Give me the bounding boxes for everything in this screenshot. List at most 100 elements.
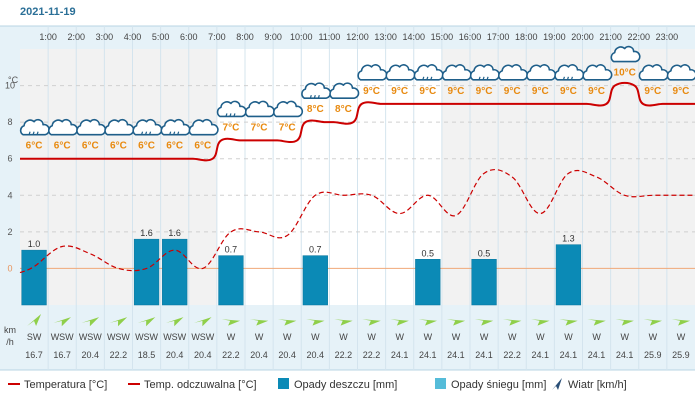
wind-arrow-shape [109,317,128,327]
wind-arrow-shape [643,319,663,326]
wind-speed-label: 22.2 [110,350,128,360]
wind-speed-label: 22.2 [222,350,240,360]
rain-drop [313,94,316,99]
wind-direction-label: W [339,332,348,342]
rain-drop [422,76,425,81]
rain-drop [32,131,35,135]
wind-arrow-shape [418,319,438,326]
wind-speed-label: 16.7 [25,350,43,360]
wind-speed-label: 16.7 [53,350,71,360]
temperature-value-label: 6°C [138,141,155,152]
wind-direction-label: W [311,332,320,342]
night-band [441,49,470,305]
wind-arrow-icon [137,317,156,327]
rain-drop [148,131,152,135]
temperature-value-label: 9°C [476,86,493,97]
wind-arrow-shape [671,319,691,326]
night-band [104,49,133,305]
temperature-value-label: 9°C [644,86,661,97]
wind-arrow-icon [277,319,297,326]
rain-drop [430,76,433,81]
wind-arrow-icon [27,314,42,326]
legend-label: Wiatr [km/h] [568,379,627,391]
wind-arrow-icon [502,319,522,326]
wind-direction-label: WSW [191,332,214,342]
temperature-value-label: 9°C [560,86,577,97]
temperature-value-label: 8°C [335,104,352,115]
wind-direction-label: WSW [163,332,186,342]
hour-label: 14:00 [402,32,425,42]
wind-speed-label: 20.4 [82,350,100,360]
rain-drop [225,113,228,117]
wind-arrow-shape [390,319,409,326]
temperature-value-label: 7°C [279,122,296,133]
wind-unit-label: /h [6,337,14,347]
wind-arrow-icon [194,317,212,327]
hour-label: 3:00 [96,32,114,42]
hour-label: 10:00 [290,32,313,42]
rain-drop [317,94,320,99]
wind-speed-label: 24.1 [391,350,409,360]
wind-arrow-icon [643,319,663,326]
weather-icons: 6°C 6°C 6°C 6°C 6°C 6°C 6°C 7°C 7°C 7°C 8°C 8°C 9°C 9… [19,45,695,152]
wind-direction-label: W [592,332,601,342]
night-band [188,49,217,305]
cloud-shape [188,118,219,136]
wind-direction-label: W [452,332,461,342]
wind-direction-label: W [620,332,629,342]
temperature-value-label: 6°C [82,141,99,152]
rain-value-label: 0.7 [309,245,322,255]
wind-direction-label: W [649,332,658,342]
rain-drop [229,113,232,117]
cloud-shape [582,64,613,81]
cloud-icon [610,45,641,63]
legend-label: Temperatura [°C] [24,379,107,391]
rain-bar [218,255,244,306]
rain-drop [28,131,31,135]
wind-direction-label: SW [27,332,42,342]
legend-item: Temp. odczuwalna [°C] [128,379,257,391]
wind-arrow-icon [474,319,494,326]
rain-drop [482,76,485,81]
y-tick-label: 8 [7,117,12,127]
rain-bar [162,238,188,306]
wind-arrow-icon [53,317,71,327]
wind-direction-label: WSW [135,332,158,342]
wind-arrow-shape [194,317,212,327]
wind-arrow-icon [418,319,438,326]
y-tick-label: 10 [5,81,15,91]
hour-label: 6:00 [180,32,198,42]
wind-speed-label: 20.4 [250,350,268,360]
cloud-icon [329,82,360,99]
wind-direction-label: WSW [107,332,130,342]
wind-arrow-shape [165,317,184,327]
wind-arrow-icon [362,319,381,326]
rain-drop [478,76,481,81]
wind-speed-label: 25.9 [672,350,690,360]
wind-arrow-icon [390,319,409,326]
legend: Temperatura [°C] Temp. odczuwalna [°C] Opa… [8,378,627,391]
rain-drop [566,76,570,81]
legend-item: Opady śniegu [mm] [435,378,546,391]
cloud-icon [273,100,304,118]
hour-label: 16:00 [459,32,482,42]
wind-row: km/h SW 16.7 WSW 16.7 WSW 20.4 WSW 22.2 WSW 18.5 WS… [4,314,691,360]
cloud-rain-icon [19,118,50,136]
temperature-value-label: 6°C [194,141,211,152]
rain-value-label: 1.0 [28,239,41,249]
legend-item: Wiatr [km/h] [552,378,627,391]
hour-label: 1:00 [39,32,57,42]
wind-arrow-icon [446,319,466,326]
y-axis-unit: °C [8,75,19,85]
wind-arrow-icon [109,317,128,327]
night-band [526,49,555,305]
wind-arrow-shape [27,314,42,326]
cloud-icon [188,118,219,136]
night-band [582,49,611,305]
wind-arrow-shape [362,319,381,326]
wind-arrow-shape [587,319,606,326]
hour-label: 11:00 [318,32,340,42]
wind-arrow-shape [552,378,562,390]
wind-arrow-shape [502,319,522,326]
cloud-shape [329,82,360,99]
